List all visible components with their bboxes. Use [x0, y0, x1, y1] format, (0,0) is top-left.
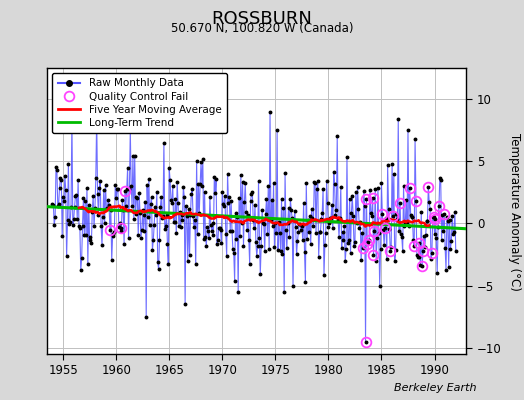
- Text: ROSSBURN: ROSSBURN: [212, 10, 312, 28]
- Text: Berkeley Earth: Berkeley Earth: [395, 383, 477, 393]
- Text: 50.670 N, 100.820 W (Canada): 50.670 N, 100.820 W (Canada): [171, 22, 353, 35]
- Legend: Raw Monthly Data, Quality Control Fail, Five Year Moving Average, Long-Term Tren: Raw Monthly Data, Quality Control Fail, …: [52, 73, 227, 133]
- Text: Temperature Anomaly (°C): Temperature Anomaly (°C): [508, 133, 521, 291]
